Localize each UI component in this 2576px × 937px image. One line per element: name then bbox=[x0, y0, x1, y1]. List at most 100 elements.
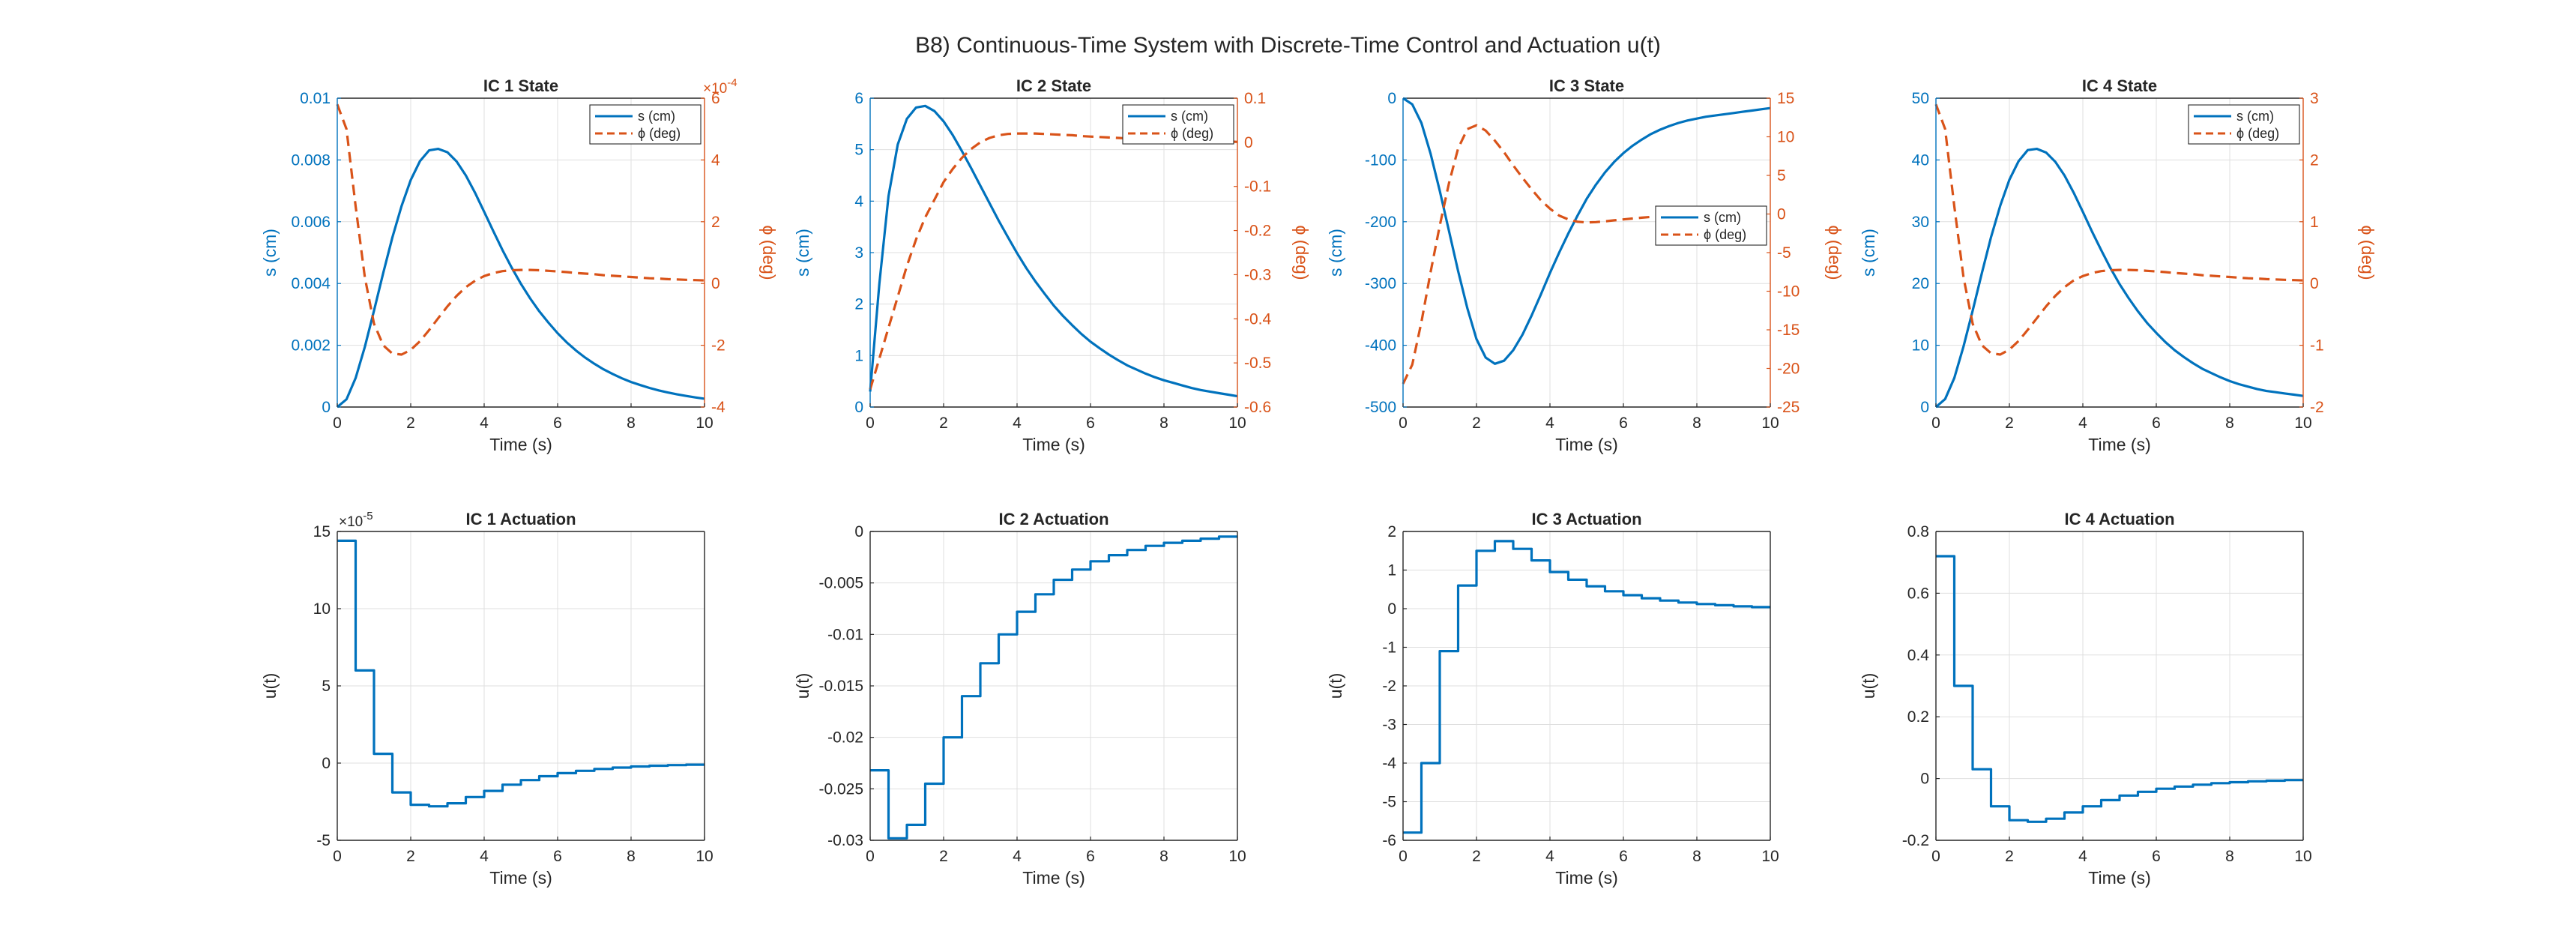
y-axis-label: u(t) bbox=[260, 673, 280, 699]
subplot-8: 0 2 4 6 8 10-0.200.20.40.60.8IC 4 ActuationTi… bbox=[1859, 510, 2312, 888]
y-tick-label: -0.01 bbox=[827, 626, 863, 643]
y-tick-label: 5 bbox=[322, 678, 331, 695]
y-tick-label: 0 bbox=[854, 523, 863, 540]
x-tick-label: 4 bbox=[480, 848, 489, 865]
y-right-exponent: ×10-4 bbox=[703, 76, 737, 97]
y-tick-label: 0 bbox=[322, 755, 331, 772]
y-tick-label: 0.01 bbox=[300, 90, 331, 107]
subplot-title: IC 3 State bbox=[1549, 76, 1624, 95]
x-tick-label: 6 bbox=[2152, 415, 2161, 432]
x-tick-label: 6 bbox=[553, 848, 562, 865]
x-tick-label: 10 bbox=[2294, 415, 2311, 432]
y-tick-label: -3 bbox=[1382, 717, 1396, 734]
x-tick-label: 0 bbox=[866, 415, 875, 432]
x-tick-label: 8 bbox=[627, 415, 636, 432]
y-axis-label: s (cm) bbox=[1326, 229, 1345, 277]
y-tick-label: -5 bbox=[1382, 794, 1396, 811]
series-line-s bbox=[1402, 97, 1771, 365]
subplot-4: 0 2 4 6 8 10 0 10 20 30 40 50 -2 -1 0 1 2 3 IC 4 State Time… bbox=[1859, 76, 2377, 454]
y-axis-label: u(t) bbox=[1859, 673, 1878, 699]
y-tick-label: 3 bbox=[854, 244, 863, 262]
y-tick-label: 0.008 bbox=[291, 151, 331, 169]
series-line-u bbox=[1403, 540, 1770, 834]
y-right-tick-label: 2 bbox=[2310, 151, 2319, 169]
x-tick-label: 8 bbox=[2225, 848, 2234, 865]
y-right-tick-label: -2 bbox=[711, 337, 726, 355]
y-tick-label: -0.2 bbox=[1902, 832, 1929, 849]
y-tick-label: -4 bbox=[1382, 755, 1396, 772]
y-right-tick-label: -4 bbox=[711, 399, 726, 416]
y-tick-label: 0 bbox=[1387, 90, 1396, 107]
legend-label: s (cm) bbox=[1704, 210, 1741, 225]
x-tick-label: 2 bbox=[939, 848, 948, 865]
x-tick-label: 0 bbox=[1931, 848, 1940, 865]
x-tick-label: 2 bbox=[1472, 848, 1481, 865]
subplot-title: IC 3 Actuation bbox=[1531, 510, 1641, 528]
y-tick-label: 40 bbox=[1912, 151, 1929, 169]
y-right-tick-label: -5 bbox=[1777, 244, 1791, 262]
subplot-1: 0 2 4 6 8 10 0 0.002 0.004 0.006 0.008 0.01 -4 -2 0 2 4 6… bbox=[260, 76, 779, 454]
legend-label: ϕ (deg) bbox=[2236, 126, 2279, 141]
x-tick-label: 0 bbox=[866, 848, 875, 865]
x-axis-label: Time (s) bbox=[489, 868, 552, 888]
x-tick-label: 10 bbox=[1228, 415, 1246, 432]
subplot-title: IC 1 State bbox=[483, 76, 558, 95]
y-axis-label: s (cm) bbox=[793, 229, 812, 277]
y-tick-label: 1 bbox=[1387, 562, 1396, 579]
y-right-tick-label: -0.3 bbox=[1244, 266, 1271, 283]
x-tick-label: 4 bbox=[1545, 848, 1554, 865]
y-axis-right-label: ϕ (deg) bbox=[1292, 226, 1312, 280]
y-tick-label: -200 bbox=[1365, 214, 1396, 231]
x-tick-label: 8 bbox=[1692, 415, 1701, 432]
x-tick-label: 6 bbox=[1619, 415, 1628, 432]
x-tick-label: 4 bbox=[1545, 415, 1554, 432]
x-tick-label: 2 bbox=[1472, 415, 1481, 432]
legend-label: ϕ (deg) bbox=[1171, 126, 1213, 141]
y-right-tick-label: 3 bbox=[2310, 90, 2319, 107]
y-right-tick-label: -0.5 bbox=[1244, 355, 1271, 372]
y-tick-label: 0.2 bbox=[1907, 708, 1929, 726]
y-axis-right-label: ϕ (deg) bbox=[1825, 226, 1844, 280]
y-right-tick-label: -0.1 bbox=[1244, 178, 1271, 196]
y-tick-label: -0.015 bbox=[818, 678, 863, 695]
y-tick-label: 15 bbox=[313, 523, 331, 540]
legend: s (cm) ϕ (deg) bbox=[589, 104, 702, 145]
series-line-s bbox=[336, 148, 705, 409]
x-tick-label: 0 bbox=[1399, 848, 1408, 865]
subplot-title: IC 2 Actuation bbox=[998, 510, 1108, 528]
y-tick-label: 0 bbox=[1920, 399, 1929, 416]
y-tick-label: 50 bbox=[1912, 90, 1929, 107]
plot-area bbox=[1403, 98, 1770, 407]
y-tick-label: 0 bbox=[322, 399, 331, 416]
y-right-tick-label: 0 bbox=[1244, 134, 1253, 151]
y-right-tick-label: 0 bbox=[2310, 275, 2319, 292]
x-tick-label: 8 bbox=[1159, 848, 1168, 865]
x-tick-label: 0 bbox=[1399, 415, 1408, 432]
y-axis-label: u(t) bbox=[1326, 673, 1345, 699]
legend-label: s (cm) bbox=[1171, 109, 1208, 124]
y-right-tick-label: -0.2 bbox=[1244, 223, 1271, 240]
y-tick-label: 0 bbox=[1387, 600, 1396, 618]
x-tick-label: 4 bbox=[2078, 848, 2087, 865]
subplot-7: 0 2 4 6 8 10 -6 -5 -4 -3 -2 -1 0 1 2 IC 3 Actuation Time… bbox=[1326, 510, 1779, 888]
y-right-tick-label: 0 bbox=[1777, 206, 1786, 223]
y-exponent: ×10-5 bbox=[339, 510, 373, 530]
y-tick-label: -0.03 bbox=[827, 832, 863, 849]
y-tick-label: 0.002 bbox=[291, 337, 331, 355]
series-line-u bbox=[1936, 555, 2303, 823]
x-tick-label: 8 bbox=[1692, 848, 1701, 865]
y-tick-label: 0.8 bbox=[1907, 523, 1929, 540]
legend-box bbox=[1122, 104, 1234, 145]
x-tick-label: 4 bbox=[480, 415, 489, 432]
y-right-tick-label: -0.6 bbox=[1244, 399, 1271, 416]
y-tick-label: -1 bbox=[1382, 639, 1396, 657]
subplot-title: IC 2 State bbox=[1016, 76, 1091, 95]
series-line-phi bbox=[336, 103, 705, 356]
y-right-tick-label: 6 bbox=[711, 90, 720, 107]
x-tick-label: 10 bbox=[1761, 848, 1779, 865]
x-axis-label: Time (s) bbox=[2088, 435, 2150, 454]
y-right-exponent-power: -4 bbox=[727, 76, 737, 89]
y-right-tick-label: -10 bbox=[1777, 283, 1800, 301]
